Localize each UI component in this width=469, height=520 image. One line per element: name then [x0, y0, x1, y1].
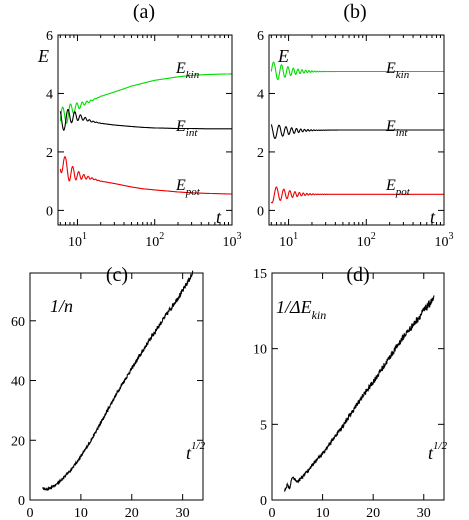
x-tick-label: 20: [366, 506, 380, 520]
series-label-epot: Epot: [385, 177, 411, 198]
panel-a: (a) 0 2 4 6 101 102 103 Et Ekin Eint Epot: [37, 1, 242, 250]
x-tick-label: 30: [176, 506, 190, 520]
series-label-ekin: Ekin: [385, 60, 410, 81]
plot-frame: [29, 272, 204, 501]
series-line-eint: [270, 124, 444, 140]
y-tick-label: 4: [257, 87, 264, 102]
x-axis-label: t1/2: [186, 440, 206, 463]
x-tick-label: 103: [435, 231, 454, 250]
x-axis-label: t1/2: [428, 440, 448, 463]
x-tick-label: 0: [27, 506, 34, 520]
x-tick-label: 30: [417, 506, 431, 520]
x-tick-label: 102: [357, 231, 376, 250]
y-tick-label: 2: [46, 146, 53, 161]
x-axis-label: t: [430, 207, 436, 227]
series-line-ekin: [59, 73, 232, 124]
y-tick-label: 0: [260, 494, 267, 509]
x-tick-label: 101: [279, 231, 298, 250]
panel-c: (c) 0 20 40 60 0 10 20 30 1/n t1/2: [11, 264, 206, 520]
series-line: [42, 270, 194, 492]
y-tick-label: 6: [46, 29, 53, 44]
y-axis-label: E: [37, 46, 49, 66]
y-tick-label: 6: [257, 29, 264, 44]
panel-title: (d): [346, 264, 369, 286]
y-tick-label: 0: [257, 204, 264, 219]
series-line-epot: [59, 156, 232, 195]
series-line-eint: [59, 108, 232, 131]
panel-title: (b): [343, 1, 366, 23]
series-label-eint: Eint: [175, 118, 198, 139]
y-tick-label: 5: [260, 418, 267, 433]
plot-frame: [57, 34, 233, 226]
y-tick-label: 10: [253, 343, 267, 358]
y-tick-label: 2: [257, 146, 264, 161]
series-label-ekin: Ekin: [175, 60, 200, 81]
series-line-ekin: [270, 61, 444, 81]
x-tick-label: 10: [74, 506, 88, 520]
x-tick-label: 20: [125, 506, 139, 520]
y-axis-label: E: [277, 46, 289, 66]
y-axis-label: 1/n: [50, 296, 73, 316]
y-tick-label: 0: [46, 204, 53, 219]
panel-title: (c): [106, 264, 128, 286]
y-tick-label: 40: [11, 375, 25, 390]
x-tick-label: 10: [316, 506, 330, 520]
series-label-epot: Epot: [175, 177, 201, 198]
x-tick-label: 0: [269, 506, 276, 520]
panel-d: (d) 0 5 10 15 0 10 20 30 1/ΔEkin t1/2: [253, 264, 448, 520]
x-tick-label: 102: [145, 231, 164, 250]
series-line: [284, 295, 435, 492]
series-line-epot: [270, 186, 444, 204]
plot-frame: [271, 272, 445, 501]
plot-frame: [268, 34, 445, 226]
y-tick-label: 4: [46, 87, 53, 102]
x-tick-label: 101: [68, 231, 87, 250]
panel-title: (a): [133, 1, 155, 23]
x-tick-label: 103: [223, 231, 242, 250]
panel-b: (b) 0 2 4 6 101 102 103 Et Ekin Eint Epot: [257, 1, 454, 250]
x-axis-label: t: [216, 207, 222, 227]
series-label-eint: Eint: [385, 118, 408, 139]
y-tick-label: 20: [11, 434, 25, 449]
y-tick-label: 60: [11, 315, 25, 330]
y-tick-label: 0: [18, 494, 25, 509]
y-tick-label: 15: [253, 267, 267, 282]
y-axis-label: 1/ΔEkin: [276, 297, 326, 322]
